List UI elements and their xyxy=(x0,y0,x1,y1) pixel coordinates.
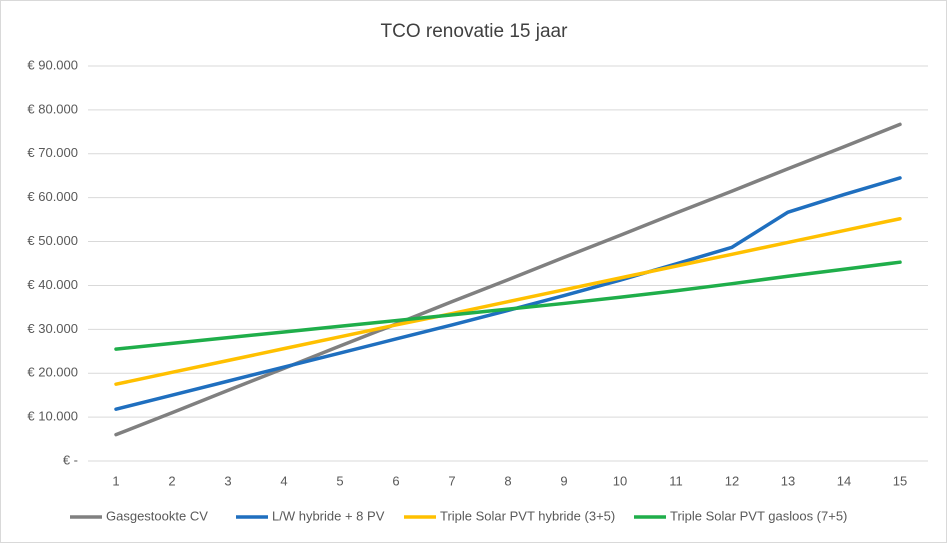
legend-label: Triple Solar PVT gasloos (7+5) xyxy=(670,508,847,523)
series-line xyxy=(114,260,902,351)
y-tick-label: € 60.000 xyxy=(27,189,78,204)
legend-label: L/W hybride + 8 PV xyxy=(272,508,385,523)
x-tick-label: 11 xyxy=(669,473,683,488)
x-tick-label: 12 xyxy=(725,473,739,488)
x-tick-label: 15 xyxy=(893,473,907,488)
x-tick-label: 5 xyxy=(336,473,343,488)
chart-title: TCO renovatie 15 jaar xyxy=(381,21,569,42)
y-tick-label: € 50.000 xyxy=(27,233,78,248)
x-tick-label: 4 xyxy=(280,473,287,488)
y-tick-label: € 40.000 xyxy=(27,277,78,292)
x-tick-label: 9 xyxy=(560,473,567,488)
y-tick-label: € 70.000 xyxy=(27,145,78,160)
x-tick-label: 7 xyxy=(448,473,455,488)
x-tick-label: 1 xyxy=(112,473,119,488)
x-tick-label: 6 xyxy=(392,473,399,488)
y-tick-label: € 20.000 xyxy=(27,365,78,380)
y-tick-label: € 80.000 xyxy=(27,101,78,116)
x-tick-label: 3 xyxy=(224,473,231,488)
y-tick-label: € 30.000 xyxy=(27,321,78,336)
series-line xyxy=(114,216,902,386)
x-tick-label: 13 xyxy=(781,473,795,488)
y-tick-label: € 90.000 xyxy=(27,57,78,72)
legend-label: Gasgestookte CV xyxy=(106,508,208,523)
x-tick-label: 2 xyxy=(168,473,175,488)
x-tick-label: 10 xyxy=(613,473,627,488)
legend-label: Triple Solar PVT hybride (3+5) xyxy=(440,508,615,523)
y-tick-label: € - xyxy=(63,452,78,467)
x-tick-label: 14 xyxy=(837,473,851,488)
series-line xyxy=(114,122,902,437)
y-tick-label: € 10.000 xyxy=(27,409,78,424)
x-tick-label: 8 xyxy=(504,473,511,488)
